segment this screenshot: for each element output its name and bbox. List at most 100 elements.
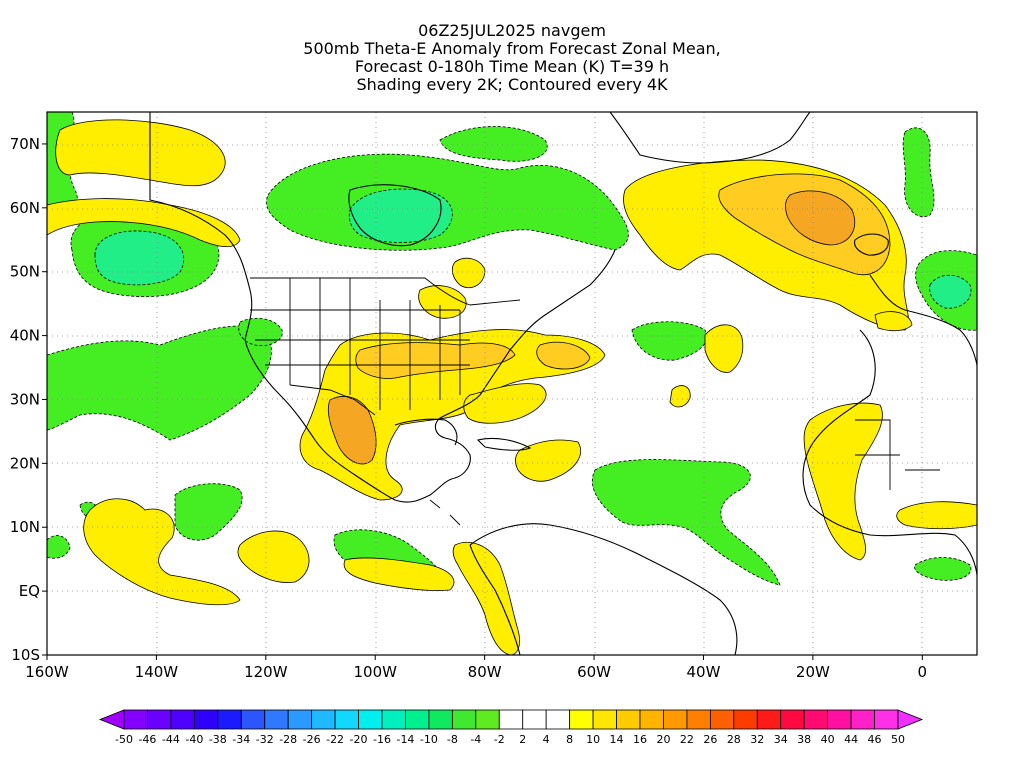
- colorbar-swatch: [874, 709, 899, 730]
- colorbar-label: 4: [543, 733, 550, 746]
- colorbar-label: -8: [447, 733, 458, 746]
- border-us-states-west: [289, 278, 381, 410]
- political-borders: [250, 277, 940, 526]
- colorbar-swatch: [170, 709, 195, 730]
- coastlines: [149, 112, 977, 655]
- colorbar-min-arrow: [98, 709, 125, 730]
- title-line-3: Forecast 0-180h Time Mean (K) T=39 h: [354, 57, 670, 76]
- colorbar-label: 40: [821, 733, 835, 746]
- border-us-states-east: [409, 300, 461, 410]
- colorbar-label: -4: [470, 733, 481, 746]
- colorbar-label: 10: [586, 733, 600, 746]
- colorbar-swatch: [803, 709, 829, 730]
- yellow-region-quebec: [451, 257, 486, 289]
- colorbar-label: 38: [797, 733, 811, 746]
- latitude-axis: 70N 60N 50N 40N 30N 20N 10N EQ 10S: [10, 135, 47, 664]
- colorbar-swatch: [639, 709, 664, 730]
- orange-region-mexico: [327, 396, 377, 465]
- colorbar-label: -46: [138, 733, 156, 746]
- lat-tick-label: 30N: [10, 390, 40, 408]
- lat-tick-label: 10N: [10, 518, 40, 536]
- colorbar-swatch: [780, 709, 805, 730]
- colorbar-label: -16: [373, 733, 391, 746]
- plot-frame: [46, 111, 978, 656]
- colorbar-swatch: [733, 709, 758, 730]
- colorbar-label: 22: [680, 733, 694, 746]
- colorbar-max-arrow: [897, 709, 924, 730]
- coast-south-america: [469, 523, 738, 655]
- colorbar-swatch: [193, 709, 219, 730]
- yellow-region-pacific-band-3: [343, 557, 455, 591]
- orange-region-southeast-us: [355, 342, 516, 379]
- colorbar-swatch: [709, 709, 735, 730]
- lat-tick-label: 10S: [11, 646, 40, 664]
- green-region-africa-coast: [914, 557, 972, 581]
- coast-iceland: [854, 233, 889, 256]
- colorbar-label: -32: [256, 733, 274, 746]
- lat-tick-label: 40N: [10, 327, 40, 345]
- map-grid: [47, 112, 977, 655]
- colorbar-label: -34: [232, 733, 250, 746]
- colorbar-label: -26: [303, 733, 321, 746]
- teal-region-europe: [929, 274, 972, 309]
- title-line-4: Shading every 2K; Contoured every 4K: [356, 75, 668, 94]
- yellow-region-atlantic-tail: [463, 383, 547, 424]
- teal-region-hudson: [348, 188, 453, 243]
- colorbar-swatch: [545, 709, 571, 730]
- colorbar-label: 26: [703, 733, 717, 746]
- dark-orange-region-iceland: [785, 190, 856, 246]
- colorbar-swatch: [311, 709, 336, 730]
- colorbar-label: 32: [750, 733, 764, 746]
- colorbar-swatch: [451, 709, 477, 730]
- border-us-canada: [250, 277, 521, 306]
- yellow-region-bering: [47, 198, 241, 248]
- coast-europe: [869, 274, 977, 366]
- colorbar-label: -14: [396, 733, 414, 746]
- green-region-north-pacific-band: [238, 317, 283, 347]
- colorbar-swatch: [592, 709, 617, 730]
- colorbar-label: -2: [494, 733, 505, 746]
- lon-tick-label: 40W: [687, 663, 721, 681]
- colorbar-label: -28: [279, 733, 297, 746]
- colorbar-swatch: [264, 709, 289, 730]
- lon-tick-label: 120W: [244, 663, 288, 681]
- yellow-region-gulf-guinea: [896, 501, 977, 530]
- colorbar-swatch: [287, 709, 313, 730]
- colorbar-swatch: [147, 709, 172, 730]
- yellow-region-iberia: [874, 311, 913, 332]
- colorbar-swatch: [756, 709, 782, 730]
- lon-tick-label: 20W: [796, 663, 830, 681]
- colorbar-label: 8: [566, 733, 573, 746]
- coast-north-america: [149, 112, 616, 503]
- lat-tick-label: 50N: [10, 263, 40, 281]
- lat-tick-label: 70N: [10, 135, 40, 153]
- colorbar-label: -38: [209, 733, 227, 746]
- yellow-region-alaska: [55, 119, 226, 187]
- colorbar-swatch: [475, 709, 500, 730]
- border-central-america: [429, 499, 461, 526]
- colorbar-swatch: [381, 709, 406, 730]
- yellow-region-caribbean: [515, 439, 581, 482]
- yellow-region-mid-atlantic: [704, 324, 744, 373]
- green-region-arctic: [439, 126, 548, 162]
- green-region-atlantic-tropics: [592, 459, 781, 586]
- coast-hudson-bay: [348, 184, 442, 247]
- green-region-tropical-pacific: [174, 483, 243, 541]
- colorbar-swatch: [334, 709, 359, 730]
- green-region-greenland-east: [902, 127, 935, 217]
- colorbar-swatch: [827, 709, 852, 730]
- colorbar-label: 14: [610, 733, 624, 746]
- colorbar-label: 2: [519, 733, 526, 746]
- colorbar-swatch: [217, 709, 242, 730]
- orange-region-atlantic-coast: [536, 341, 591, 370]
- lon-tick-label: 60W: [577, 663, 611, 681]
- colorbar-label: -20: [350, 733, 368, 746]
- colorbar-swatch: [522, 709, 547, 730]
- colorbar-label: -44: [162, 733, 180, 746]
- colorbar-swatch: [358, 709, 383, 730]
- colorbar-swatch: [240, 709, 266, 730]
- yellow-region-pacific-band-1: [83, 498, 241, 606]
- border-us-states-row: [250, 309, 470, 366]
- colorbar-swatch: [405, 709, 430, 730]
